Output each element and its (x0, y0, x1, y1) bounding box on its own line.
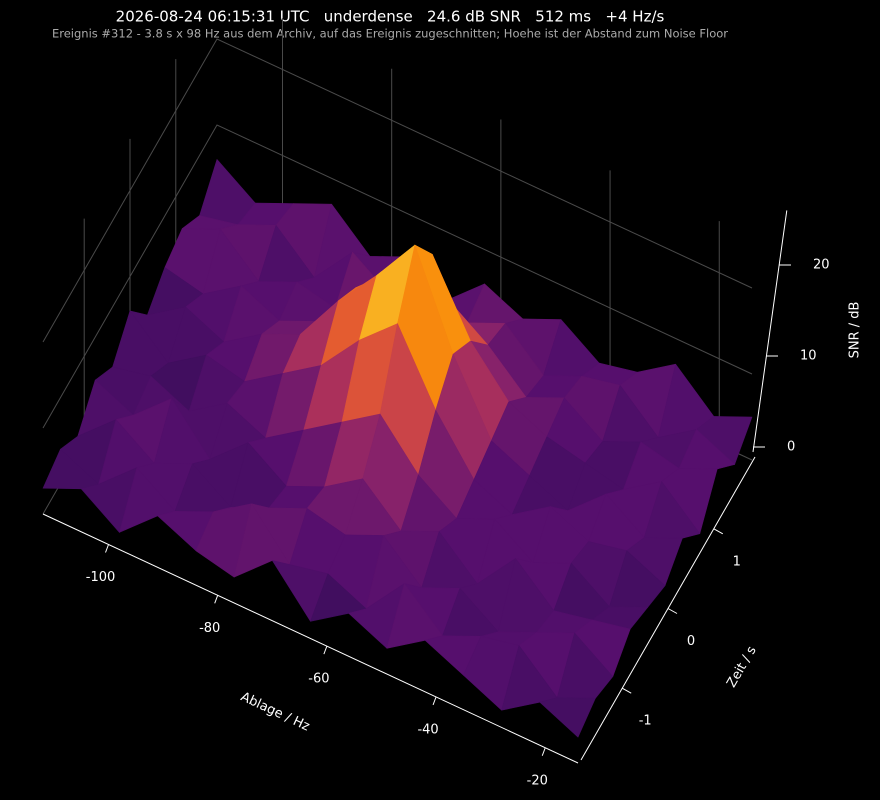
x-tick (214, 595, 219, 604)
y-tick-label: 0 (687, 634, 695, 649)
grid-line (42, 38, 753, 343)
y-tick-label: 1 (733, 554, 741, 569)
z-axis (752, 210, 788, 453)
chart-subtitle: Ereignis #312 - 3.8 s x 98 Hz aus dem Ar… (52, 27, 728, 41)
x-tick (323, 645, 328, 655)
y-tick-label: -1 (639, 714, 652, 729)
surface-patch (539, 697, 596, 738)
z-tick-label: 20 (813, 258, 830, 273)
y-tick (713, 528, 724, 535)
z-tick-label: 0 (787, 440, 795, 455)
x-tick-label: -80 (199, 621, 220, 636)
grid-line (42, 124, 753, 429)
x-tick (105, 544, 109, 553)
x-tick-label: -20 (527, 773, 548, 788)
y-tick (621, 687, 632, 694)
surface (42, 159, 753, 738)
chart-title: 2026-08-24 06:15:31 UTC underdense 24.6 … (116, 8, 665, 26)
z-tick-label: 10 (800, 349, 817, 364)
x-tick (541, 747, 546, 756)
y-tick (667, 608, 678, 614)
x-tick (432, 696, 437, 706)
x-axis (42, 513, 579, 764)
z-axis-label: SNR / dB (848, 302, 863, 359)
x-tick-label: -100 (86, 570, 116, 585)
x-tick-label: -60 (308, 672, 329, 687)
x-tick-label: -40 (417, 722, 438, 737)
